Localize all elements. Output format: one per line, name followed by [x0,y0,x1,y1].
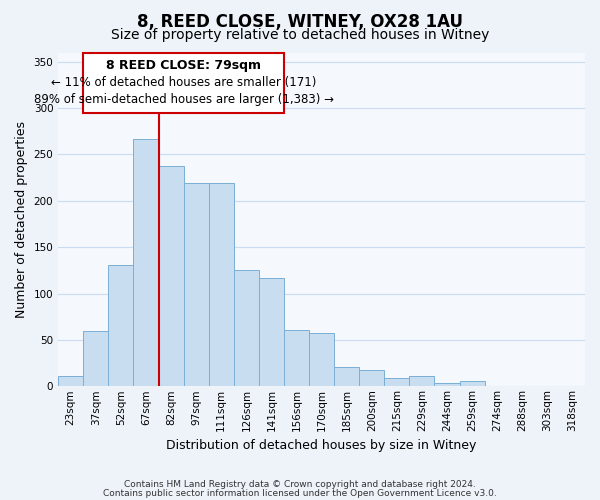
Bar [209,183,234,386]
Bar [460,380,485,386]
X-axis label: Distribution of detached houses by size in Witney: Distribution of detached houses by size … [166,440,477,452]
Text: 89% of semi-detached houses are larger (1,383) →: 89% of semi-detached houses are larger (… [34,93,334,106]
Bar [359,370,385,386]
Text: 8, REED CLOSE, WITNEY, OX28 1AU: 8, REED CLOSE, WITNEY, OX28 1AU [137,12,463,30]
Bar [434,382,460,386]
Bar [284,330,309,386]
Text: Contains public sector information licensed under the Open Government Licence v3: Contains public sector information licen… [103,488,497,498]
Text: Contains HM Land Registry data © Crown copyright and database right 2024.: Contains HM Land Registry data © Crown c… [124,480,476,489]
FancyBboxPatch shape [83,52,284,113]
Text: Size of property relative to detached houses in Witney: Size of property relative to detached ho… [111,28,489,42]
Bar [259,278,284,386]
Text: 8 REED CLOSE: 79sqm: 8 REED CLOSE: 79sqm [106,60,261,72]
Bar [309,334,334,386]
Bar [334,367,359,386]
Bar [109,265,133,386]
Bar [58,376,83,386]
Bar [158,166,184,386]
Bar [385,378,409,386]
Bar [409,376,434,386]
Bar [234,270,259,386]
Bar [83,330,109,386]
Y-axis label: Number of detached properties: Number of detached properties [15,121,28,318]
Bar [133,138,158,386]
Text: ← 11% of detached houses are smaller (171): ← 11% of detached houses are smaller (17… [51,76,316,89]
Bar [184,183,209,386]
